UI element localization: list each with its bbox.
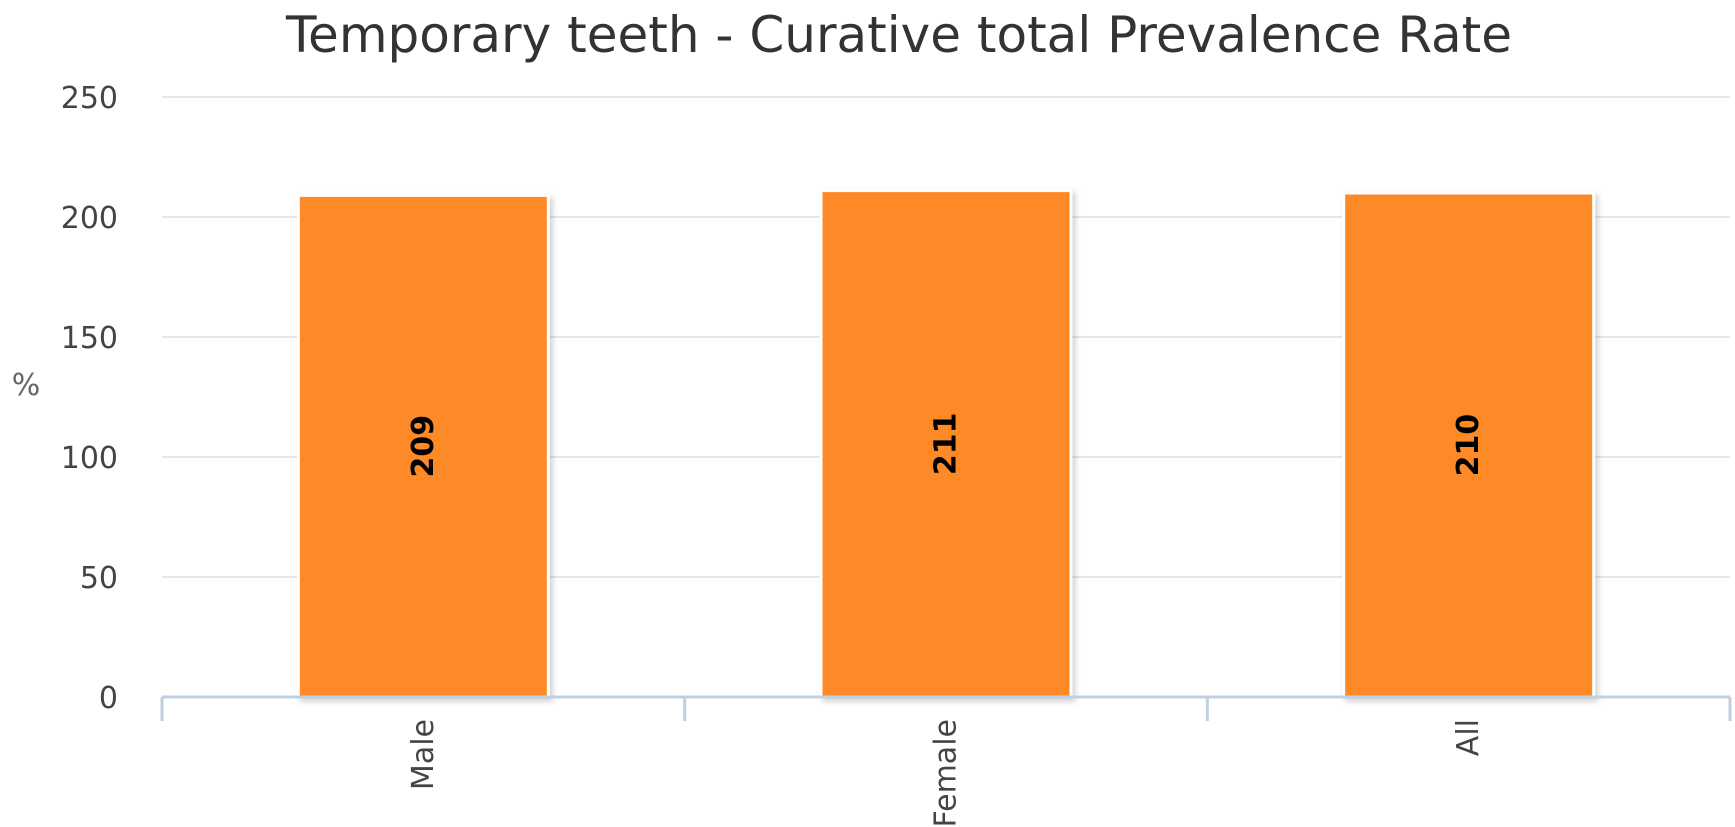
y-axis-label: %	[12, 368, 41, 403]
y-tick-label: 0	[99, 681, 118, 716]
x-tick-label: All	[1451, 719, 1486, 756]
y-tick-label: 150	[61, 321, 118, 356]
chart-title: Temporary teeth - Curative total Prevale…	[285, 6, 1512, 64]
y-tick-label: 100	[61, 441, 118, 476]
bars: 209 211 210	[296, 189, 1596, 699]
y-tick-label: 50	[80, 561, 118, 596]
y-tick-label: 200	[61, 201, 118, 236]
data-label: 209	[406, 415, 441, 478]
y-axis-ticks: 0 50 100 150 200 250	[61, 81, 118, 716]
y-tick-label: 250	[61, 81, 118, 116]
x-tick-label: Male	[406, 719, 441, 790]
data-label: 211	[929, 412, 964, 475]
x-axis	[160, 695, 1732, 721]
bar-male	[296, 193, 550, 699]
bar-all	[1342, 191, 1596, 699]
x-tick-label: Female	[929, 719, 964, 827]
x-axis-ticks: Male Female All	[406, 719, 1486, 827]
data-label: 210	[1451, 414, 1486, 477]
